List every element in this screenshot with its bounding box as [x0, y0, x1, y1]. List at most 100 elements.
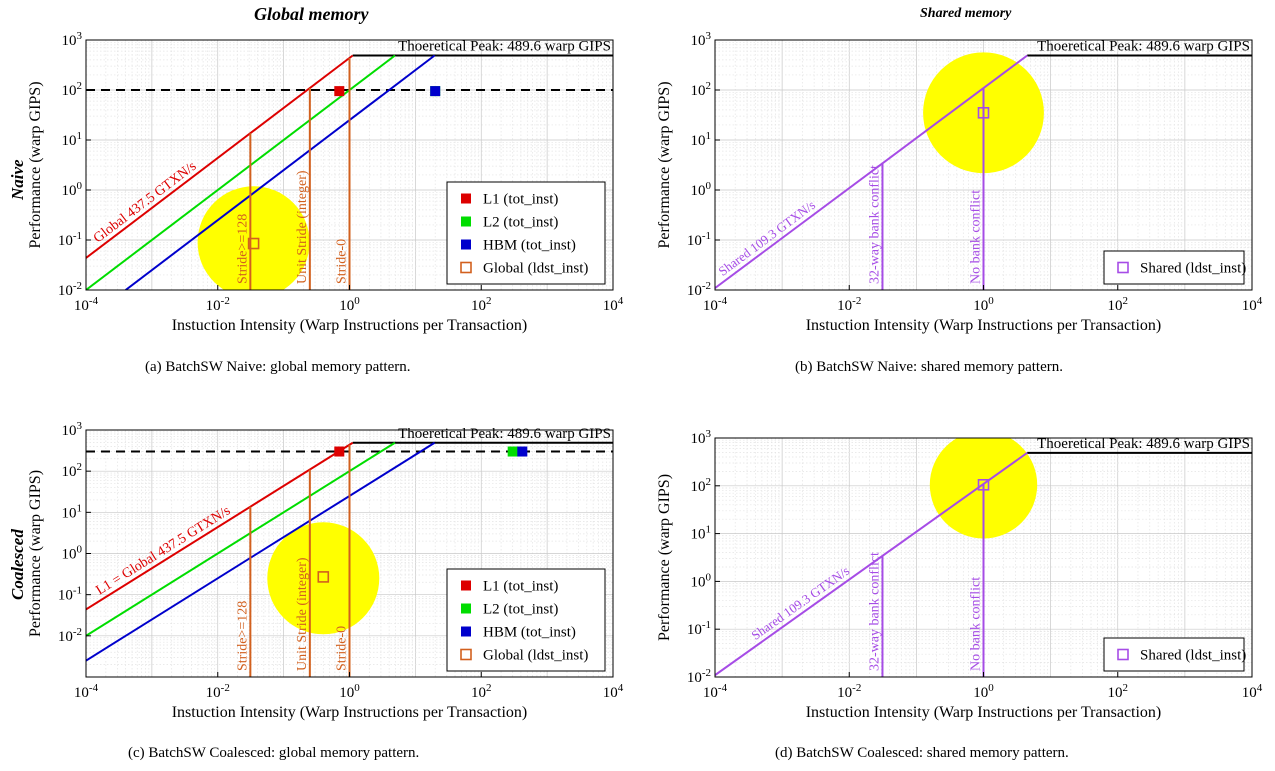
legend: L1 (tot_inst) L2 (tot_inst) HBM (tot_inst)…: [446, 568, 606, 672]
caption-b: (b) BatchSW Naive: shared memory pattern…: [795, 359, 1063, 375]
y-axis-label: Performance (warp GIPS): [656, 81, 673, 248]
y-axis-label: Performance (warp GIPS): [656, 474, 673, 641]
y-tick-label: 100: [691, 571, 712, 590]
vertical-label-0: Stride>=128: [235, 601, 250, 671]
x-tick-label: 10-2: [837, 682, 861, 701]
y-tick-label: 103: [691, 30, 712, 49]
y-tick-label: 10-2: [58, 626, 82, 645]
x-tick-label: 100: [339, 682, 360, 701]
data-point-l2: [507, 446, 518, 457]
roofline-shared: [715, 452, 1028, 676]
legend-label: Global (ldst_inst): [483, 648, 588, 664]
x-tick-label: 104: [1242, 682, 1263, 701]
data-point-global_marker: [247, 237, 260, 250]
vertical-label-0: Stride>=128: [235, 214, 250, 284]
chart-panel-b: 10-4 10-2 100 102 104 10-2 10-1 100 101 102 103 Ins…: [640, 0, 1275, 334]
roofline-l1: [86, 441, 354, 611]
y-tick-label: 101: [691, 524, 712, 543]
peak-label: Thoeretical Peak: 489.6 warp GIPS: [398, 39, 611, 55]
x-axis-label: Instuction Intensity (Warp Instructions …: [806, 704, 1162, 721]
y-tick-label: 102: [62, 461, 83, 480]
y-tick-label: 102: [691, 80, 712, 99]
x-tick-label: 10-4: [703, 682, 728, 701]
vertical-label-1: No bank conflict: [969, 577, 984, 671]
heading-shared-memory: Shared memory: [920, 6, 1012, 21]
legend-label: Global (ldst_inst): [483, 261, 588, 277]
legend: Shared (ldst_inst): [1103, 250, 1246, 285]
y-tick-label: 10-1: [687, 619, 711, 638]
legend-label: Shared (ldst_inst): [1140, 648, 1246, 664]
y-tick-label: 100: [62, 180, 83, 199]
caption-a: (a) BatchSW Naive: global memory pattern…: [145, 359, 411, 375]
x-tick-label: 104: [603, 295, 624, 314]
y-tick-label: 10-1: [58, 585, 82, 604]
vertical-label-1: Unit Stride (integer): [295, 557, 310, 671]
x-tick-label: 104: [603, 682, 624, 701]
legend: Shared (ldst_inst): [1103, 637, 1246, 672]
data-point-hbm: [517, 446, 528, 457]
legend-marker-shared: [1117, 648, 1129, 661]
data-point-l1: [334, 446, 345, 457]
y-tick-label: 100: [691, 180, 712, 199]
legend-marker-l2: [461, 603, 471, 614]
roofline-shared: [715, 54, 1028, 289]
y-tick-label: 103: [62, 420, 83, 439]
heading-global-memory: Global memory: [254, 4, 369, 24]
y-tick-label: 101: [62, 130, 83, 149]
caption-c: (c) BatchSW Coalesced: global memory pat…: [128, 745, 420, 761]
vertical-label-1: No bank conflict: [969, 190, 984, 284]
highlight-circle: [267, 522, 380, 635]
x-tick-label: 100: [973, 295, 994, 314]
vertical-label-0: 32-way bank conflict: [867, 552, 882, 671]
legend-label: Shared (ldst_inst): [1140, 261, 1246, 277]
legend-box: [446, 568, 606, 672]
x-tick-label: 10-2: [206, 295, 230, 314]
legend-label: L1 (tot_inst): [483, 579, 558, 595]
legend-label: L2 (tot_inst): [483, 215, 558, 231]
y-tick-label: 10-2: [58, 280, 82, 299]
vertical-label-2: Stride-0: [335, 239, 350, 284]
vertical-label-0: 32-way bank conflict: [867, 165, 882, 284]
data-point-global_marker: [317, 571, 330, 583]
plot-content: [86, 441, 613, 677]
legend-label: HBM (tot_inst): [483, 238, 576, 254]
vertical-label-1: Unit Stride (integer): [295, 170, 310, 284]
legend-marker-l1: [461, 580, 471, 591]
highlight-circle: [197, 186, 310, 290]
x-tick-label: 10-2: [837, 295, 861, 314]
legend-box: [446, 181, 606, 285]
roofline-chart-a: 10-4 10-2 100 102 10410-210-1100101102103Ins…: [27, 30, 624, 334]
roofline-hbm: [125, 54, 436, 290]
caption-d: (d) BatchSW Coalesced: shared memory pat…: [775, 745, 1069, 761]
legend-marker-hbm: [461, 626, 471, 637]
y-tick-label: 100: [62, 544, 83, 563]
plot-content: [715, 52, 1252, 290]
data-point-hbm: [430, 86, 441, 97]
plot-content: [86, 54, 613, 290]
y-tick-label: 101: [62, 502, 83, 521]
legend-marker-hbm: [461, 239, 471, 250]
x-tick-label: 102: [1108, 295, 1129, 314]
roofline-chart-c: 10-4 10-2 100 102 104 10-2 10-1 100 101 102 103 Ins…: [27, 420, 624, 721]
legend-marker-l2: [461, 216, 471, 227]
y-tick-label: 102: [691, 476, 712, 495]
x-axis-label: Instuction Intensity (Warp Instructions …: [172, 704, 528, 721]
x-axis-label: Instuction Intensity (Warp Instructions …: [172, 317, 528, 334]
legend: L1 (tot_inst) L2 (tot_inst) HBM (tot_inst)…: [446, 181, 606, 285]
peak-label: Thoeretical Peak: 489.6 warp GIPS: [1037, 39, 1250, 55]
chart-panel-a: 10-4 10-2 100 102 104 10-2 10-1 100 101 102 103 Ins…: [0, 0, 640, 334]
legend-label: L1 (tot_inst): [483, 192, 558, 208]
data-point-shared: [977, 106, 990, 119]
legend-marker-global_marker: [460, 648, 472, 661]
roofline-l1: [86, 54, 354, 259]
legend-marker-global_marker: [460, 261, 472, 274]
x-tick-label: 10-4: [74, 295, 99, 314]
y-tick-label: 10-1: [687, 230, 711, 249]
x-tick-label: 100: [973, 682, 994, 701]
legend-marker-shared: [1117, 261, 1129, 274]
y-tick-label: 10-2: [687, 667, 711, 686]
roofline-chart-b: 10-4 10-2 100 102 10410-210-1100101102103Ins…: [656, 30, 1263, 334]
y-tick-label: 10-1: [58, 230, 82, 249]
x-tick-label: 102: [471, 295, 492, 314]
x-tick-label: 104: [1242, 295, 1263, 314]
